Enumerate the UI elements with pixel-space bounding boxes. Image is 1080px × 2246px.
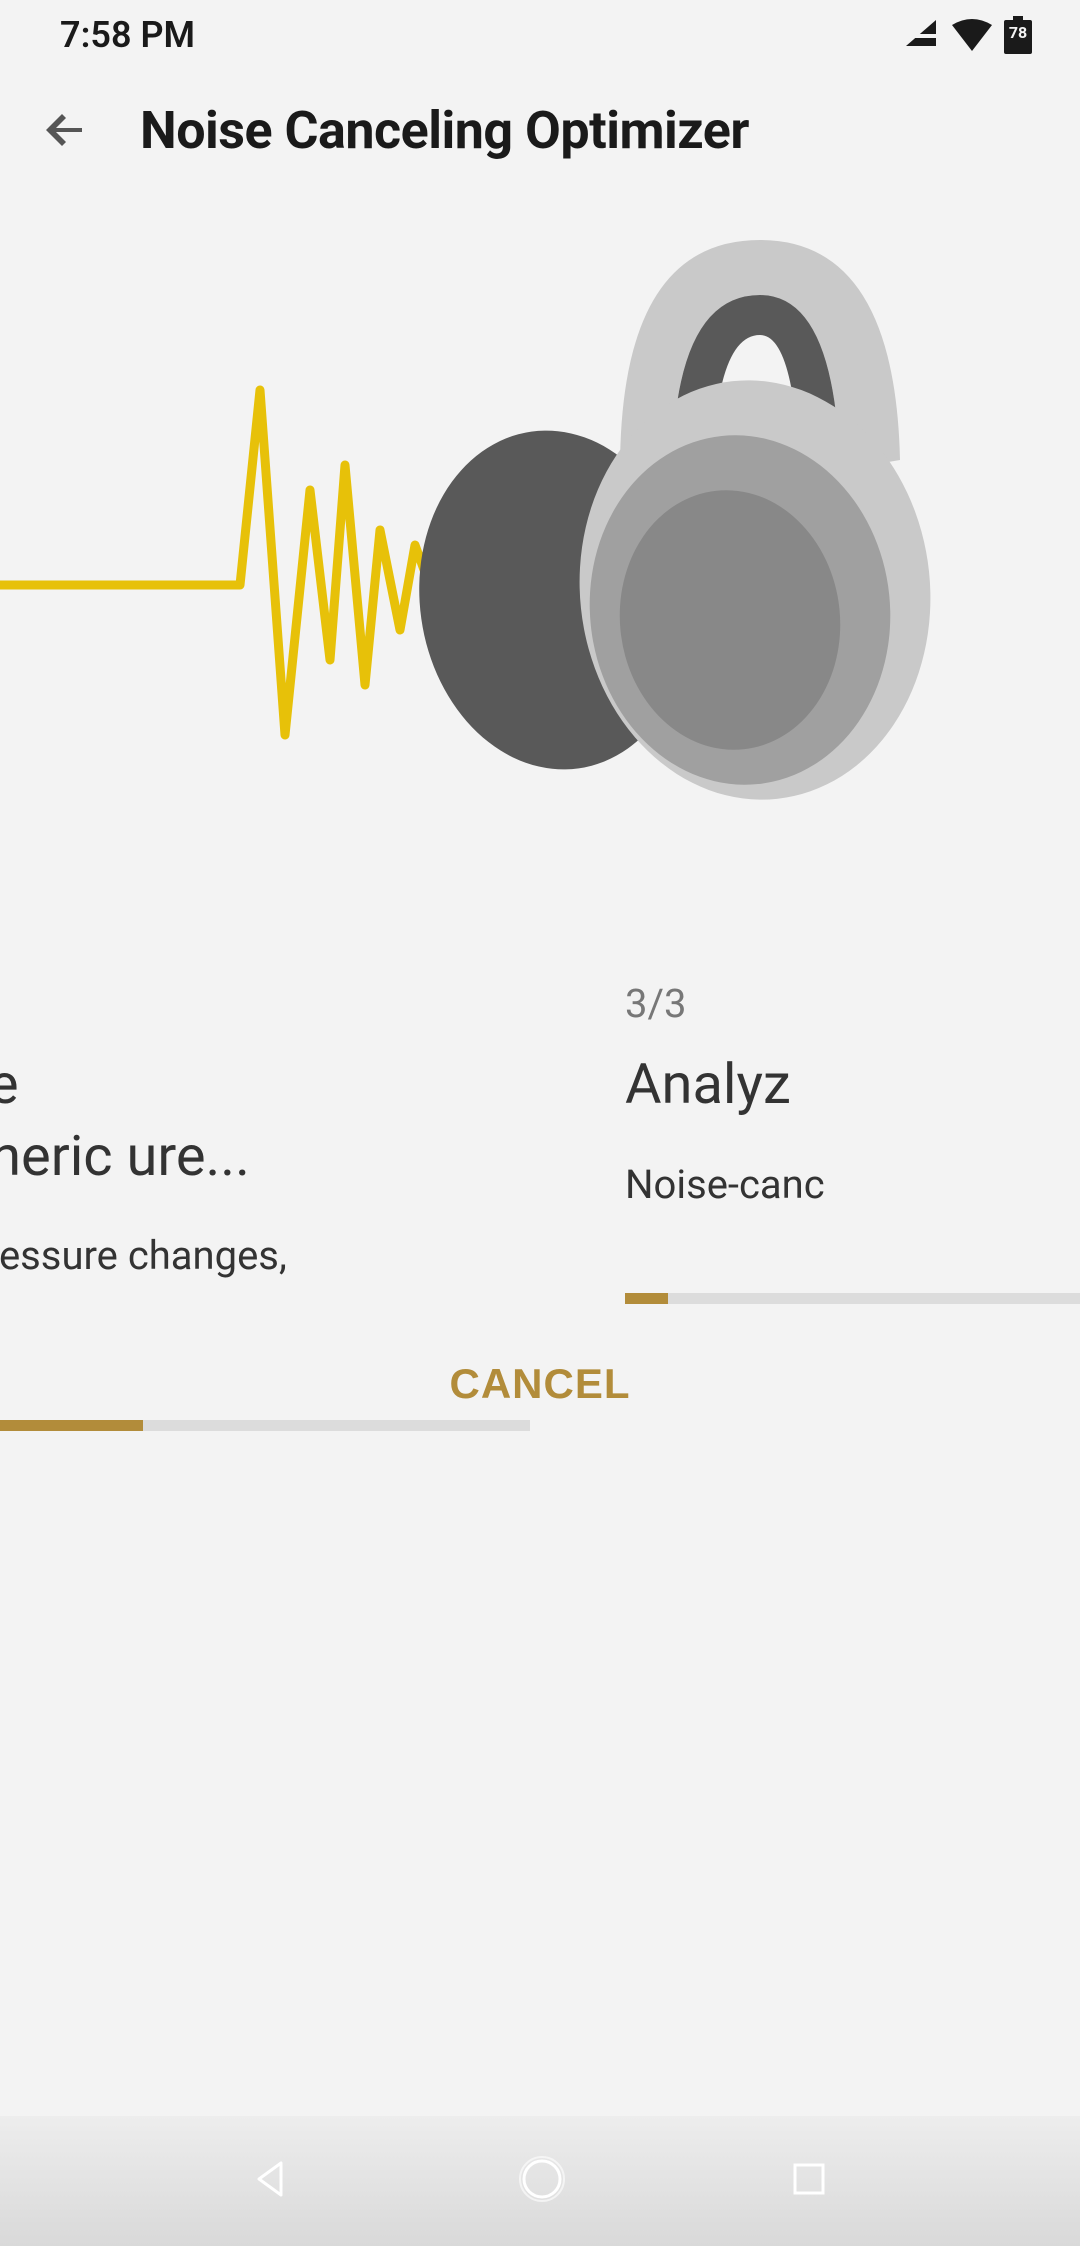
action-row: CANCEL	[0, 1330, 1080, 1438]
nav-back-button[interactable]	[251, 2157, 295, 2205]
progress-fill	[625, 1293, 668, 1304]
step-counter: 3/3	[625, 980, 1080, 1027]
nav-home-button[interactable]	[517, 2154, 567, 2208]
square-recent-icon	[789, 2159, 829, 2199]
step-title: uring the atmospheric ure...	[0, 1049, 330, 1192]
page-title: Noise Canceling Optimizer	[140, 100, 749, 161]
step-body: Noise-canc	[625, 1157, 1080, 1213]
status-bar: 7:58 PM 78	[0, 0, 1080, 70]
progress-bar	[625, 1293, 1080, 1304]
back-button[interactable]	[36, 100, 96, 160]
status-indicators: 78	[906, 16, 1032, 54]
cancel-button[interactable]: CANCEL	[390, 1330, 691, 1438]
step-body: ospheric pressure changes, redo the	[0, 1228, 330, 1340]
status-time: 7:58 PM	[60, 14, 195, 56]
svg-text:78: 78	[1009, 23, 1027, 42]
app-bar: Noise Canceling Optimizer	[0, 70, 1080, 190]
triangle-back-icon	[251, 2157, 295, 2201]
nav-recent-button[interactable]	[789, 2159, 829, 2203]
signal-icon	[906, 20, 940, 50]
illustration	[0, 210, 1080, 930]
circle-home-icon	[517, 2154, 567, 2204]
battery-icon: 78	[1004, 16, 1032, 54]
step-title: Analyz	[625, 1049, 1080, 1121]
wifi-icon	[952, 19, 992, 51]
system-nav-bar	[0, 2116, 1080, 2246]
arrow-left-icon	[42, 106, 90, 154]
